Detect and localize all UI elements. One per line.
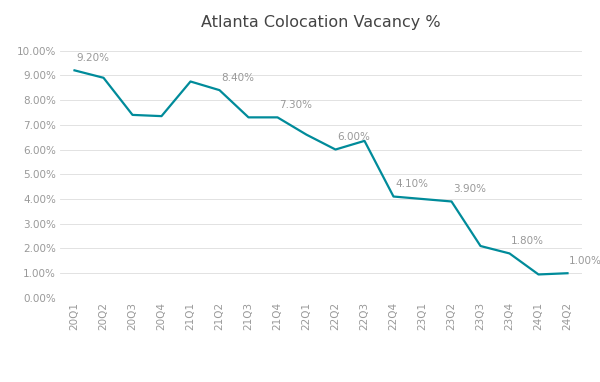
Text: 9.20%: 9.20% bbox=[76, 53, 109, 63]
Title: Atlanta Colocation Vacancy %: Atlanta Colocation Vacancy % bbox=[201, 15, 441, 30]
Text: 8.40%: 8.40% bbox=[221, 73, 254, 83]
Text: 7.30%: 7.30% bbox=[279, 100, 312, 110]
Text: 3.90%: 3.90% bbox=[453, 184, 486, 194]
Text: 1.80%: 1.80% bbox=[511, 236, 544, 246]
Text: 1.00%: 1.00% bbox=[569, 256, 600, 266]
Text: 6.00%: 6.00% bbox=[337, 132, 370, 142]
Text: 4.10%: 4.10% bbox=[395, 179, 428, 189]
